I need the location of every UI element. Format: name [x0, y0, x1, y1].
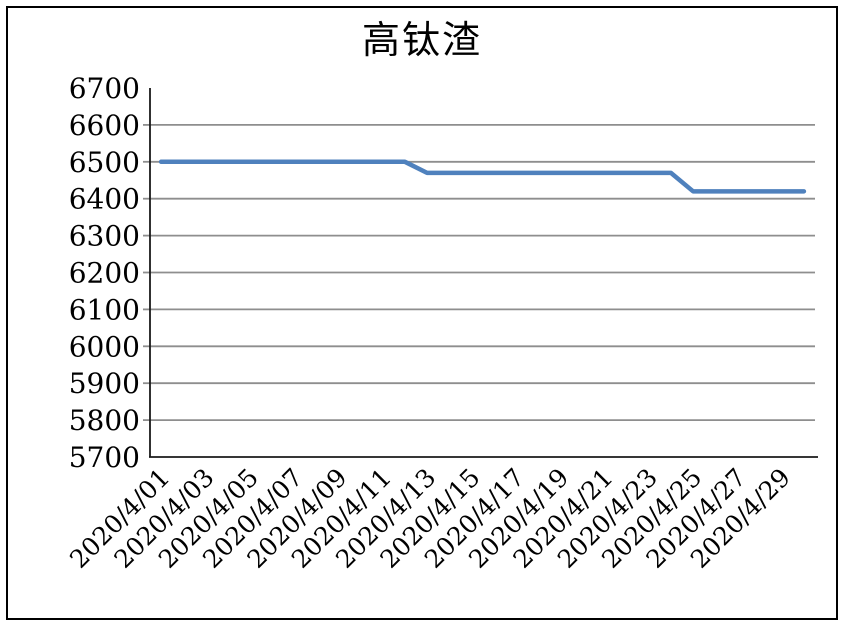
- y-axis-label: 6400: [69, 183, 140, 216]
- y-axis-label: 6500: [69, 146, 140, 179]
- y-axis-label: 6200: [69, 257, 140, 290]
- y-axis-label: 5800: [69, 404, 140, 437]
- y-axis-label: 6300: [69, 220, 140, 253]
- y-axis-label: 6100: [69, 293, 140, 326]
- y-axis-label: 6000: [69, 330, 140, 363]
- chart-title: 高钛渣: [361, 18, 482, 62]
- price-series-line: [158, 159, 807, 194]
- y-axis-label: 6700: [69, 72, 140, 105]
- y-axis-label: 5700: [69, 441, 140, 474]
- y-axis-label: 5900: [69, 367, 140, 400]
- y-axis-label: 6600: [69, 109, 140, 142]
